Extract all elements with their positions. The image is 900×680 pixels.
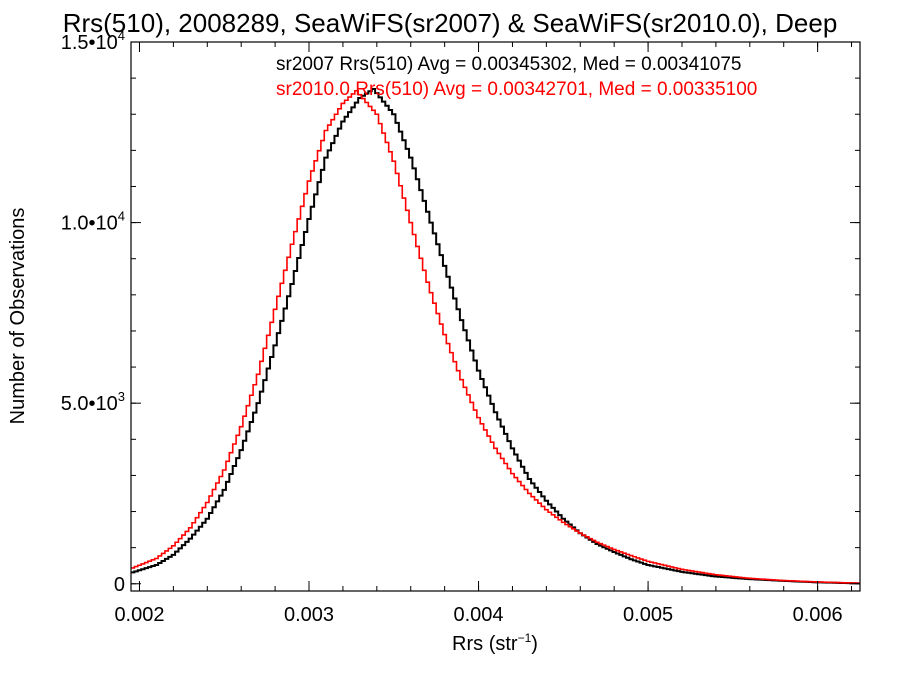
legend-annotation-sr2010: sr2010.0 Rrs(510) Avg = 0.00342701, Med … bbox=[276, 79, 757, 100]
x-axis-label-main: Rrs (str bbox=[452, 633, 518, 655]
x-axis-label-end: ) bbox=[531, 633, 538, 655]
series-layer bbox=[131, 87, 860, 585]
y-tick-label: 1.5•104 bbox=[61, 28, 125, 54]
legend-annotation-sr2007: sr2007 Rrs(510) Avg = 0.00345302, Med = … bbox=[276, 54, 742, 75]
series-line-sr2007 bbox=[131, 87, 860, 585]
plot-frame bbox=[130, 41, 861, 592]
x-tick-label: 0.004 bbox=[454, 604, 504, 626]
x-tick-label: 0.003 bbox=[284, 604, 334, 626]
axes-layer: 0.002 0.003 0.004 0.005 0.006 0 5.0•103 1.0•104… bbox=[61, 28, 860, 626]
y-tick-label: 1.0•104 bbox=[61, 209, 125, 235]
x-axis-label: Rrs (str−1) bbox=[452, 631, 538, 655]
x-axis-label-superscript: −1 bbox=[518, 631, 532, 645]
y-axis-label: Number of Observations bbox=[7, 208, 29, 425]
y-tick-label: 5.0•103 bbox=[61, 389, 125, 415]
y-tick-label: 0 bbox=[114, 574, 125, 596]
x-tick-label: 0.005 bbox=[623, 604, 673, 626]
series-line-sr2010-0 bbox=[131, 89, 860, 584]
x-tick-label: 0.002 bbox=[114, 604, 164, 626]
x-tick-label: 0.006 bbox=[793, 604, 843, 626]
chart-title: Rrs(510), 2008289, SeaWiFS(sr2007) & Sea… bbox=[63, 8, 838, 38]
